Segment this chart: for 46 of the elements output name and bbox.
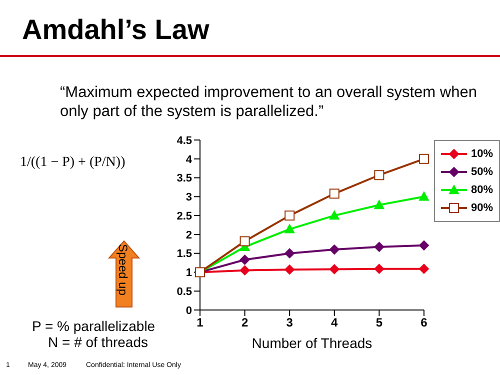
legend-label: 10% xyxy=(470,148,493,160)
chart-subtitle: “Maximum expected improvement to an overall system when only part of the system is parallelized.” xyxy=(60,83,478,121)
x-axis-title: Number of Threads xyxy=(252,335,372,351)
point xyxy=(374,264,384,274)
y-tick-label: 1.5 xyxy=(176,248,192,260)
legend-label: 50% xyxy=(470,166,493,178)
text: P = % parallelizable xyxy=(32,318,156,334)
point xyxy=(374,242,384,252)
point xyxy=(284,248,295,258)
legend-label: 90% xyxy=(470,202,493,214)
chart-title: Amdahl’s Law xyxy=(22,14,210,46)
point xyxy=(284,210,295,221)
y-tick-label: 0.5 xyxy=(176,286,192,298)
point xyxy=(284,224,295,234)
x-tick-label: 4 xyxy=(331,316,338,330)
point xyxy=(329,244,340,255)
point xyxy=(284,264,295,275)
text: N = # of threads xyxy=(48,334,148,350)
y-tick-label: 2.5 xyxy=(176,210,192,222)
point xyxy=(418,154,429,164)
point xyxy=(418,240,429,250)
point xyxy=(418,192,429,201)
text: 1/((1 − P) + (P/N)) xyxy=(20,155,126,171)
point xyxy=(240,265,250,276)
point xyxy=(240,236,250,246)
y-tick-label: 4 xyxy=(186,154,193,166)
x-tick-label: 2 xyxy=(241,316,248,330)
x-tick-label: 3 xyxy=(286,316,294,330)
point xyxy=(329,210,340,220)
point xyxy=(329,264,340,274)
y-tick-label: 0 xyxy=(186,304,192,317)
y-tick-label: 3.5 xyxy=(176,172,192,185)
x-tick-label: 6 xyxy=(420,316,428,330)
text: Speed up xyxy=(116,244,130,296)
point xyxy=(374,170,384,180)
x-tick-label: 1 xyxy=(196,316,204,330)
y-tick-label: 4.5 xyxy=(176,134,192,147)
point xyxy=(329,188,340,199)
point xyxy=(374,200,384,210)
legend-label: 80% xyxy=(470,184,493,196)
point xyxy=(240,254,250,265)
y-tick-label: 1 xyxy=(186,267,192,280)
y-tick-label: 2 xyxy=(186,229,192,242)
point xyxy=(418,264,429,274)
y-tick-label: 3 xyxy=(186,192,192,204)
x-tick-label: 5 xyxy=(376,316,383,330)
